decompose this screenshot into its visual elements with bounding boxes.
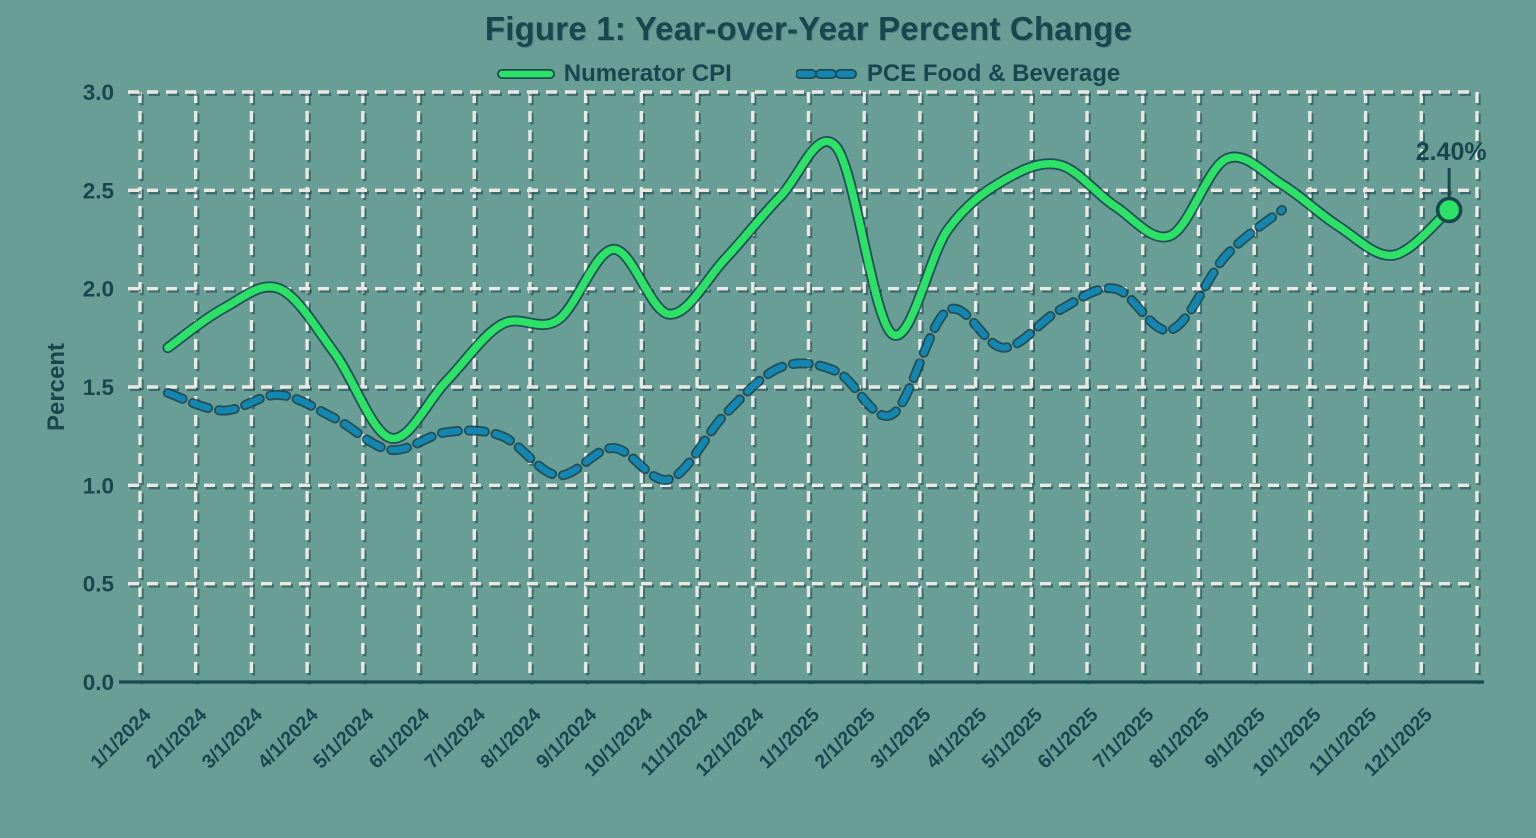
y-tick-label: 3.0	[83, 80, 114, 105]
x-tick-label: 6/1/2025	[1033, 704, 1102, 773]
series-lines	[162, 136, 1455, 485]
x-tick-label: 8/1/2024	[476, 704, 545, 773]
series-line-numerator-cpi	[164, 137, 1453, 442]
x-tick-label: 1/1/2024	[86, 704, 155, 773]
x-tick-label: 4/1/2025	[922, 704, 991, 773]
end-value-annotation: 2.40%	[1416, 138, 1487, 224]
y-tick-label: 0.0	[83, 670, 114, 695]
x-tick-label: 3/1/2024	[198, 704, 267, 773]
annotation-value-label: 2.40%	[1416, 138, 1487, 166]
x-tick-label: 2/1/2024	[142, 704, 211, 773]
x-tick-label: 7/1/2025	[1089, 704, 1158, 773]
legend-solid-line-swatch	[496, 69, 555, 79]
legend-label-numerator-cpi: Numerator CPI	[563, 60, 732, 87]
plot-grid	[128, 90, 1481, 685]
x-tick-label: 6/1/2024	[365, 704, 434, 773]
y-tick-label: 2.5	[83, 178, 114, 203]
y-tick-label: 1.0	[83, 473, 114, 498]
x-tick-label: 3/1/2025	[866, 704, 935, 773]
legend-dashed-line-swatch	[795, 69, 858, 79]
x-tick-label: 1/1/2025	[755, 704, 824, 773]
y-axis-title: Percent	[43, 342, 70, 432]
x-tick-label: 5/1/2024	[309, 704, 378, 773]
x-tick-label: 4/1/2024	[253, 704, 322, 773]
x-tick-label: 2/1/2025	[811, 704, 880, 773]
y-tick-label: 0.5	[83, 572, 114, 597]
figure-title: Figure 1: Year-over-Year Percent Change	[484, 10, 1133, 47]
legend-label-pce-food-beverage: PCE Food & Beverage	[866, 60, 1121, 87]
legend-item-numerator-cpi: Numerator CPI	[496, 60, 732, 88]
axis-tick-labels: 3.02.52.01.51.00.50.01/1/20242/1/20243/1…	[83, 80, 1437, 781]
y-tick-label: 2.0	[83, 277, 114, 302]
legend-item-pce-food-beverage: PCE Food & Beverage	[795, 60, 1121, 88]
x-tick-label: 5/1/2025	[978, 704, 1047, 773]
x-tick-label: 7/1/2024	[421, 704, 490, 773]
legend: Numerator CPI PCE Food & Beverage	[140, 60, 1477, 88]
y-tick-label: 1.5	[83, 375, 114, 400]
x-tick-label: 8/1/2025	[1145, 704, 1214, 773]
annotation-marker	[1435, 196, 1463, 224]
series-line-pce-food-beverage	[164, 206, 1286, 484]
